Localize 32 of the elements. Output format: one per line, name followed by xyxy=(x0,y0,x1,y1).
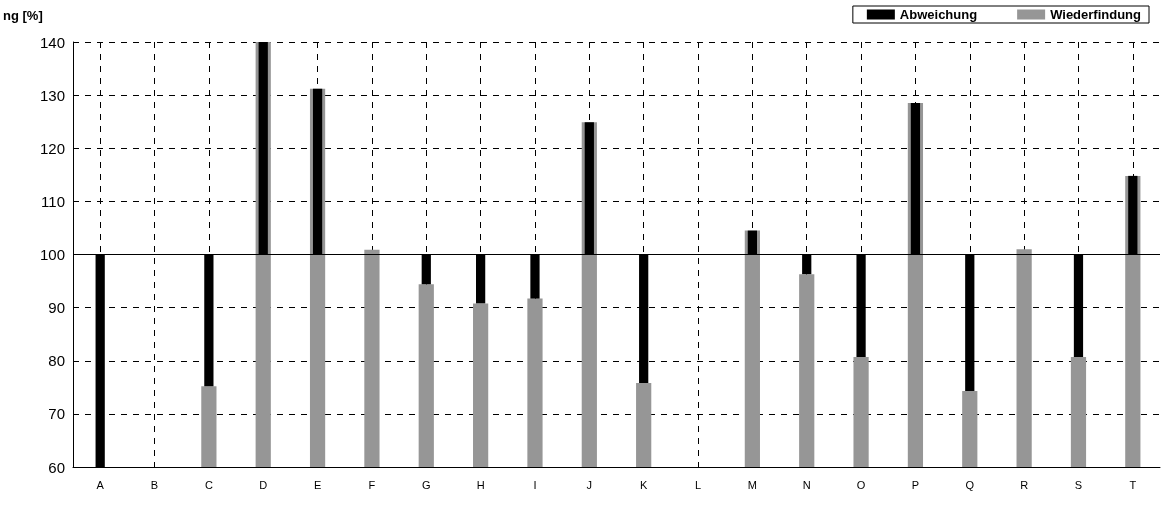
y-tick-label: 140 xyxy=(39,33,65,51)
y-tick-label: 80 xyxy=(48,352,65,370)
x-tick-label: R xyxy=(1020,478,1029,491)
x-tick-label: A xyxy=(96,478,105,491)
y-axis-title: ng [%] xyxy=(3,8,43,23)
x-tick-label: D xyxy=(259,478,268,491)
legend-label: Wiederfindung xyxy=(1050,7,1142,22)
x-tick-label: M xyxy=(747,478,757,491)
x-tick-label: S xyxy=(1074,478,1083,491)
y-tick-label: 60 xyxy=(48,458,65,476)
x-tick-label: I xyxy=(533,478,537,491)
x-tick-label: B xyxy=(150,478,159,491)
y-tick-label: 70 xyxy=(48,405,65,423)
y-tick-label: 100 xyxy=(39,246,65,263)
y-tick-label: 90 xyxy=(48,299,65,317)
y-tick-label: 120 xyxy=(39,139,65,157)
x-tick-label: H xyxy=(476,478,485,491)
x-tick-label: T xyxy=(1129,478,1137,491)
legend-label: Abweichung xyxy=(899,7,978,22)
x-tick-label: C xyxy=(204,478,213,491)
x-tick-label: Q xyxy=(965,478,975,491)
x-tick-label: O xyxy=(856,478,866,491)
x-tick-label: N xyxy=(802,478,811,491)
x-tick-label: F xyxy=(368,478,376,491)
y-tick-label: 130 xyxy=(39,86,65,104)
x-tick-label: J xyxy=(586,478,593,491)
x-tick-label: G xyxy=(421,478,431,491)
x-tick-label: P xyxy=(911,478,920,491)
x-tick-label: E xyxy=(313,478,322,491)
x-tick-label: K xyxy=(640,478,648,491)
x-tick-label: L xyxy=(694,478,702,491)
y-tick-label: 110 xyxy=(41,192,65,210)
